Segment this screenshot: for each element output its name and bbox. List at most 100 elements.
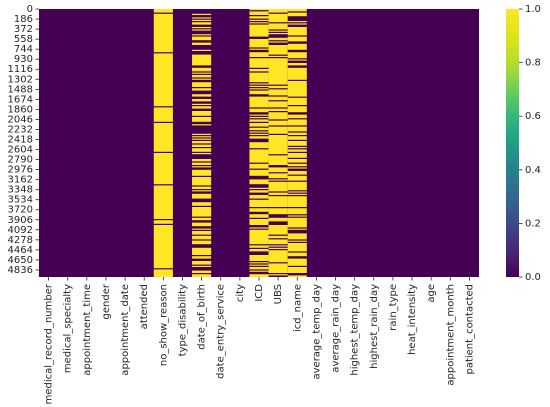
x-tick-label-appointment-month: appointment_month — [445, 284, 456, 386]
heatmap-cell — [287, 97, 307, 105]
heatmap-cell — [192, 29, 212, 31]
heatmap-column-no-show-reason — [153, 9, 173, 277]
y-tick-label: 930 — [14, 54, 33, 65]
heatmap-cell — [192, 133, 212, 135]
x-tick-label-medical-record-number: medical_record_number — [44, 283, 55, 404]
heatmap-cell — [249, 163, 269, 169]
heatmap-cell — [287, 243, 307, 252]
colorbar-tick-label: 1.0 — [525, 4, 541, 15]
heatmap-cell — [287, 163, 307, 167]
x-tick-label-medical-specialty: medical_specialty — [63, 284, 74, 373]
heatmap-cell — [192, 111, 212, 116]
x-tick-label-no-show-reason: no_show_reason — [158, 284, 169, 366]
x-tick-label-date-entry-service: date_entry_service — [216, 284, 227, 379]
heatmap-cell — [249, 255, 269, 261]
heatmap-cell — [287, 63, 307, 66]
heatmap-cell — [153, 107, 173, 122]
heatmap-cell — [287, 106, 307, 113]
heatmap-cell — [192, 256, 212, 259]
heatmap-cell — [268, 245, 288, 247]
heatmap-cell — [192, 82, 212, 87]
heatmap-cell — [287, 193, 307, 195]
heatmap-cell — [192, 54, 212, 66]
heatmap-cell — [249, 142, 269, 149]
heatmap-cell — [153, 269, 173, 277]
heatmap-cell — [249, 131, 269, 133]
y-tick-label: 4092 — [8, 225, 33, 236]
x-tick-label-appointment-time: appointment_time — [82, 284, 93, 376]
heatmap-cell — [249, 229, 269, 245]
y-tick-label: 0 — [27, 4, 33, 15]
x-tick-label-appointment-date: appointment_date — [120, 284, 131, 376]
heatmap-cell — [268, 30, 288, 32]
heatmap-cell — [287, 59, 307, 61]
heatmap-cell — [268, 225, 288, 235]
heatmap-cell — [249, 267, 269, 270]
colorbar-gradient — [506, 9, 519, 277]
colorbar: 0.0 0.2 0.4 0.6 0.8 1.0 — [506, 4, 541, 283]
heatmap-cell — [192, 240, 212, 245]
heatmap-cell — [192, 103, 212, 105]
heatmap-cell — [192, 22, 212, 25]
y-tick-label: 1488 — [8, 84, 33, 95]
heatmap-cell — [268, 96, 288, 101]
heatmap-cell — [192, 207, 212, 217]
heatmap-cell — [268, 235, 288, 239]
heatmap-cell — [249, 264, 269, 266]
heatmap-cell — [287, 275, 307, 277]
y-tick-label: 4836 — [8, 265, 33, 276]
heatmap-cell — [268, 89, 288, 96]
heatmap-cell — [287, 208, 307, 215]
colorbar-tick-label: 0.6 — [525, 111, 541, 122]
y-tick-label: 372 — [14, 24, 33, 35]
heatmap-cell — [249, 270, 269, 272]
y-tick-label: 4278 — [8, 235, 33, 246]
heatmap-cell — [268, 135, 288, 155]
heatmap-cell — [287, 171, 307, 175]
heatmap-cell — [268, 23, 288, 30]
heatmap-cell — [192, 138, 212, 140]
colorbar-tick-label: 0.0 — [525, 272, 541, 283]
heatmap-cell — [249, 274, 269, 277]
heatmap-column-icd-name — [287, 9, 307, 277]
heatmap-cell — [287, 36, 307, 42]
heatmap-cell — [249, 69, 269, 72]
heatmap-cell — [287, 167, 307, 169]
heatmap-cell — [192, 72, 212, 74]
heatmap-cell — [287, 52, 307, 59]
x-tick-label-rain-type: rain_type — [388, 284, 399, 331]
heatmap-cell — [268, 192, 288, 195]
colorbar-tick-label: 0.4 — [525, 165, 541, 176]
heatmap-cell — [192, 222, 212, 227]
heatmap-cell — [249, 114, 269, 116]
heatmap-cell — [249, 9, 269, 11]
heatmap-cell — [268, 9, 288, 13]
heatmap-cell — [192, 153, 212, 155]
heatmap-cell — [268, 208, 288, 215]
x-tick-label-average-rain-day: average_rain_day — [331, 284, 342, 373]
heatmap-cell — [192, 235, 212, 240]
heatmap-cell — [268, 274, 288, 276]
heatmap-cell — [268, 41, 288, 43]
heatmap-cell — [268, 173, 288, 179]
heatmap-cell — [249, 187, 269, 189]
heatmap-cell — [268, 13, 288, 23]
heatmap-cell — [287, 153, 307, 158]
heatmap-cell — [268, 263, 288, 273]
heatmap-cell — [268, 179, 288, 181]
heatmap-cell — [192, 144, 212, 147]
heatmap-cell — [192, 13, 212, 15]
heatmap-cell — [249, 11, 269, 15]
heatmap-cell — [249, 117, 269, 119]
heatmap-cell — [287, 159, 307, 163]
heatmap-cell — [249, 88, 269, 90]
x-tick-label-patient-contacted: patient_contacted — [464, 284, 475, 375]
heatmap-cell — [192, 169, 212, 176]
heatmap-cell — [287, 258, 307, 266]
heatmap-cell — [287, 141, 307, 146]
heatmap-cell — [287, 240, 307, 242]
x-tick-label-type-disability: type_disability — [177, 284, 188, 356]
x-tick-label-city: city — [235, 284, 246, 302]
heatmap-cell — [192, 136, 212, 138]
heatmap-cell — [287, 21, 307, 23]
